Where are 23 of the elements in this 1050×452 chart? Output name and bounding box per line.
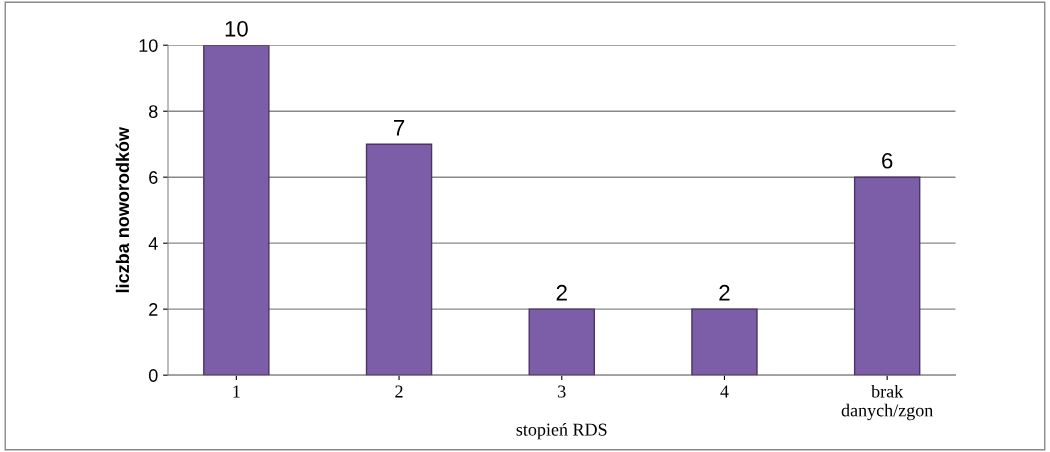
x-tick-label: 2 <box>395 385 403 398</box>
data-label: 2 <box>719 284 730 301</box>
x-tick-label: 3 <box>558 385 566 398</box>
bar <box>528 308 595 376</box>
x-tick-label: 4 <box>720 385 729 398</box>
data-label: 10 <box>225 20 248 37</box>
y-tick-label: 8 <box>149 105 158 118</box>
y-axis-title: liczba noworodków <box>115 126 130 293</box>
bar <box>853 176 921 376</box>
y-tick-label: 4 <box>148 237 158 250</box>
bar <box>365 143 433 376</box>
data-label: 7 <box>394 120 405 136</box>
x-tick-label: brak danych/zgon <box>841 384 934 421</box>
y-tick-label: 2 <box>149 303 158 316</box>
y-tick-label: 10 <box>139 39 158 52</box>
bar <box>203 45 270 376</box>
data-label: 6 <box>882 152 893 169</box>
bar <box>691 308 758 376</box>
x-axis-title: stopień RDS <box>516 422 607 440</box>
y-tick-label: 6 <box>149 171 158 184</box>
y-tick-label: 0 <box>148 369 158 382</box>
data-label: 2 <box>556 284 567 301</box>
x-tick-label: 1 <box>233 385 240 398</box>
